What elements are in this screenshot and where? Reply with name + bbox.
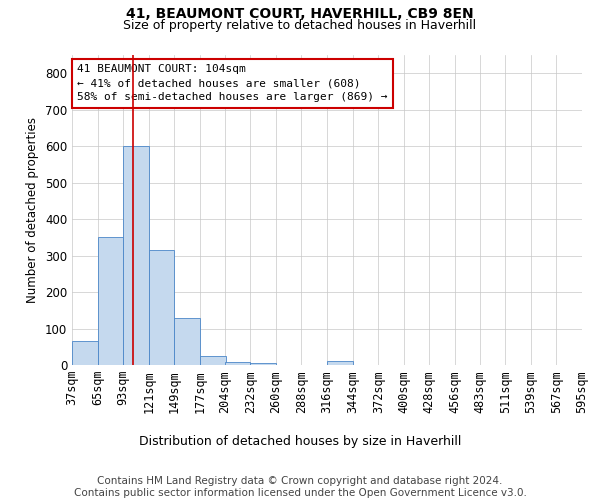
Text: 41 BEAUMONT COURT: 104sqm
← 41% of detached houses are smaller (608)
58% of semi: 41 BEAUMONT COURT: 104sqm ← 41% of detac…	[77, 64, 388, 102]
Bar	[175, 318, 200, 365]
Y-axis label: Number of detached properties: Number of detached properties	[26, 117, 40, 303]
Bar	[72, 342, 98, 365]
Bar	[250, 363, 276, 365]
Text: 41, BEAUMONT COURT, HAVERHILL, CB9 8EN: 41, BEAUMONT COURT, HAVERHILL, CB9 8EN	[126, 8, 474, 22]
Text: Distribution of detached houses by size in Haverhill: Distribution of detached houses by size …	[139, 435, 461, 448]
Bar	[98, 238, 123, 365]
Bar	[200, 356, 226, 365]
Bar	[327, 362, 353, 365]
Bar	[123, 146, 149, 365]
Bar	[149, 250, 175, 365]
Text: Contains HM Land Registry data © Crown copyright and database right 2024.
Contai: Contains HM Land Registry data © Crown c…	[74, 476, 526, 498]
Bar	[224, 362, 250, 365]
Text: Size of property relative to detached houses in Haverhill: Size of property relative to detached ho…	[124, 19, 476, 32]
